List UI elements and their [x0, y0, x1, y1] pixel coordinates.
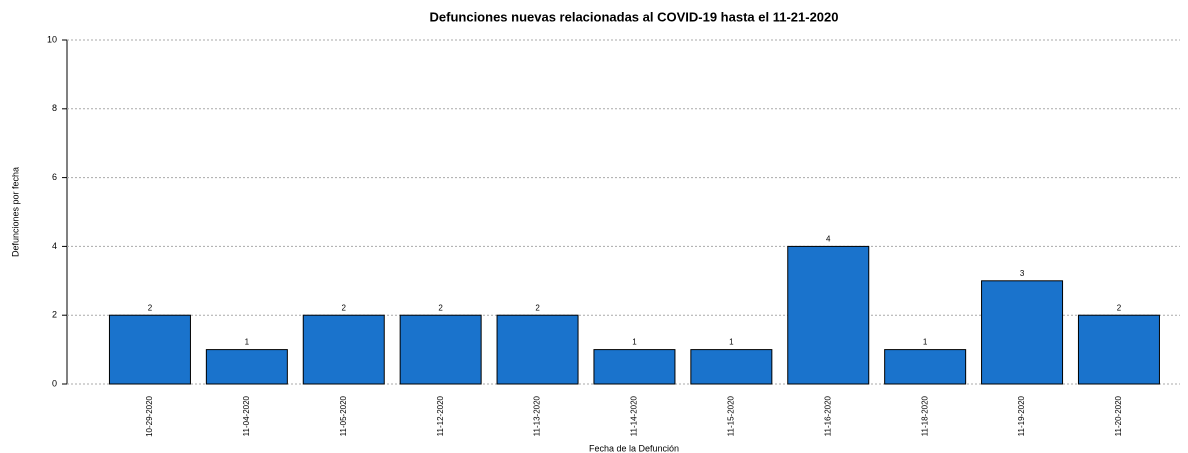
data-label: 1 [923, 338, 928, 347]
data-label: 2 [148, 303, 153, 312]
bar [981, 280, 1064, 385]
data-label: 1 [632, 338, 637, 347]
bar [787, 245, 870, 385]
bar [593, 349, 676, 385]
data-label: 1 [245, 338, 250, 347]
x-tick-label: 11-05-2020 [339, 395, 348, 436]
x-tick-label: 11-12-2020 [436, 395, 445, 436]
bar [496, 314, 579, 385]
chart-title: Defunciones nuevas relacionadas al COVID… [430, 9, 839, 24]
y-tick-label: 4 [52, 241, 57, 251]
y-tick-label: 6 [52, 172, 57, 182]
data-label: 2 [1117, 303, 1122, 312]
y-tick-label: 2 [52, 310, 57, 320]
bar [399, 314, 482, 385]
bar [205, 349, 288, 385]
x-tick-label: 11-16-2020 [823, 395, 832, 436]
data-label: 3 [1020, 269, 1025, 278]
y-tick-label: 8 [52, 103, 57, 113]
x-tick-label: 11-20-2020 [1114, 395, 1123, 436]
y-tick-label: 0 [52, 378, 57, 388]
x-tick-label: 11-14-2020 [630, 395, 639, 436]
y-tick-label: 10 [47, 34, 57, 44]
data-label: 2 [342, 303, 347, 312]
bar [1077, 314, 1160, 385]
bar [690, 349, 773, 385]
bar [884, 349, 967, 385]
bar [302, 314, 385, 385]
x-axis-label: Fecha de la Defunción [589, 443, 679, 453]
data-label: 4 [826, 235, 831, 244]
data-label: 1 [729, 338, 734, 347]
x-tick-label: 11-13-2020 [533, 395, 542, 436]
bar [108, 314, 191, 385]
x-tick-label: 11-19-2020 [1017, 395, 1026, 436]
x-tick-label: 11-04-2020 [242, 395, 251, 436]
x-tick-label: 11-15-2020 [726, 395, 735, 436]
data-label: 2 [438, 303, 443, 312]
x-tick-label: 10-29-2020 [145, 395, 154, 436]
y-axis-label: Defunciones por fecha [10, 167, 20, 257]
x-tick-label: 11-18-2020 [920, 395, 929, 436]
data-label: 2 [535, 303, 540, 312]
